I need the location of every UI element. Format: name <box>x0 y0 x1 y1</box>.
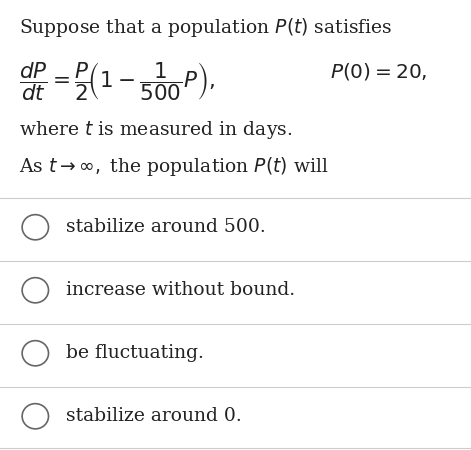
Text: increase without bound.: increase without bound. <box>66 281 295 299</box>
Text: stabilize around 500.: stabilize around 500. <box>66 218 266 236</box>
Text: $P(0) = 20,$: $P(0) = 20,$ <box>330 61 427 82</box>
Text: where $t$ is measured in days.: where $t$ is measured in days. <box>19 119 292 141</box>
Text: Suppose that a population $P(t)$ satisfies: Suppose that a population $P(t)$ satisfi… <box>19 16 392 39</box>
Text: be fluctuating.: be fluctuating. <box>66 344 204 362</box>
Text: As $t \to \infty,$ the population $P(t)$ will: As $t \to \infty,$ the population $P(t)$… <box>19 155 328 178</box>
Text: stabilize around 0.: stabilize around 0. <box>66 407 242 425</box>
Text: $\dfrac{dP}{dt} = \dfrac{P}{2}\!\left(1 - \dfrac{1}{500}P\right),$: $\dfrac{dP}{dt} = \dfrac{P}{2}\!\left(1 … <box>19 61 215 104</box>
